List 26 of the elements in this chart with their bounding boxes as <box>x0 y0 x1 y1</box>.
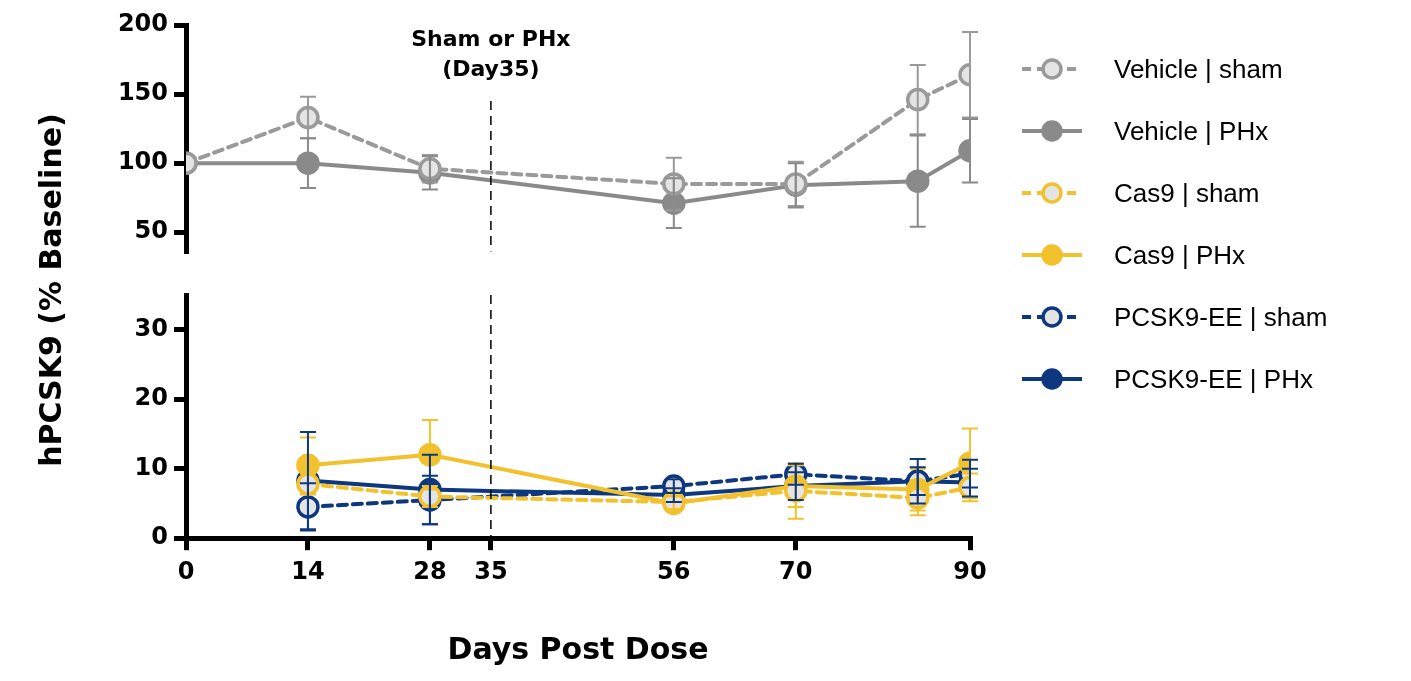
y-tick-label: 10 <box>134 452 168 481</box>
y-tick-label: 100 <box>117 147 168 176</box>
legend-label: Vehicle | sham <box>1114 53 1283 85</box>
legend-label: Vehicle | PHx <box>1114 115 1269 147</box>
legend-label: Cas9 | PHx <box>1114 239 1246 271</box>
x-tick-label: 28 <box>413 556 447 585</box>
y-tick-label: 50 <box>134 216 168 245</box>
y-tick-label: 20 <box>134 383 168 412</box>
point <box>905 169 930 193</box>
y-tick-label: 200 <box>117 9 168 38</box>
x-tick-label: 56 <box>657 556 691 585</box>
point <box>296 151 320 175</box>
y-tick-label: 150 <box>117 78 168 107</box>
y-tick-label: 0 <box>151 522 168 551</box>
x-tick-label: 0 <box>177 556 195 585</box>
x-tick-label: 35 <box>474 556 508 585</box>
ref-line-label: Sham or PHx (Day35) <box>411 25 571 81</box>
x-axis-title: Days Post Dose <box>447 630 709 666</box>
legend-label: PCSK9-EE | sham <box>1114 301 1328 333</box>
y-tick-label: 30 <box>134 313 168 342</box>
x-tick-label: 70 <box>779 556 813 585</box>
legend-label: Cas9 | sham <box>1114 177 1260 209</box>
legend-label: PCSK9-EE | PHx <box>1114 363 1313 395</box>
x-tick-label: 90 <box>953 556 987 585</box>
y-axis-title: hPCSK9 (% Baseline) <box>32 113 68 467</box>
x-tick-label: 14 <box>291 556 325 585</box>
